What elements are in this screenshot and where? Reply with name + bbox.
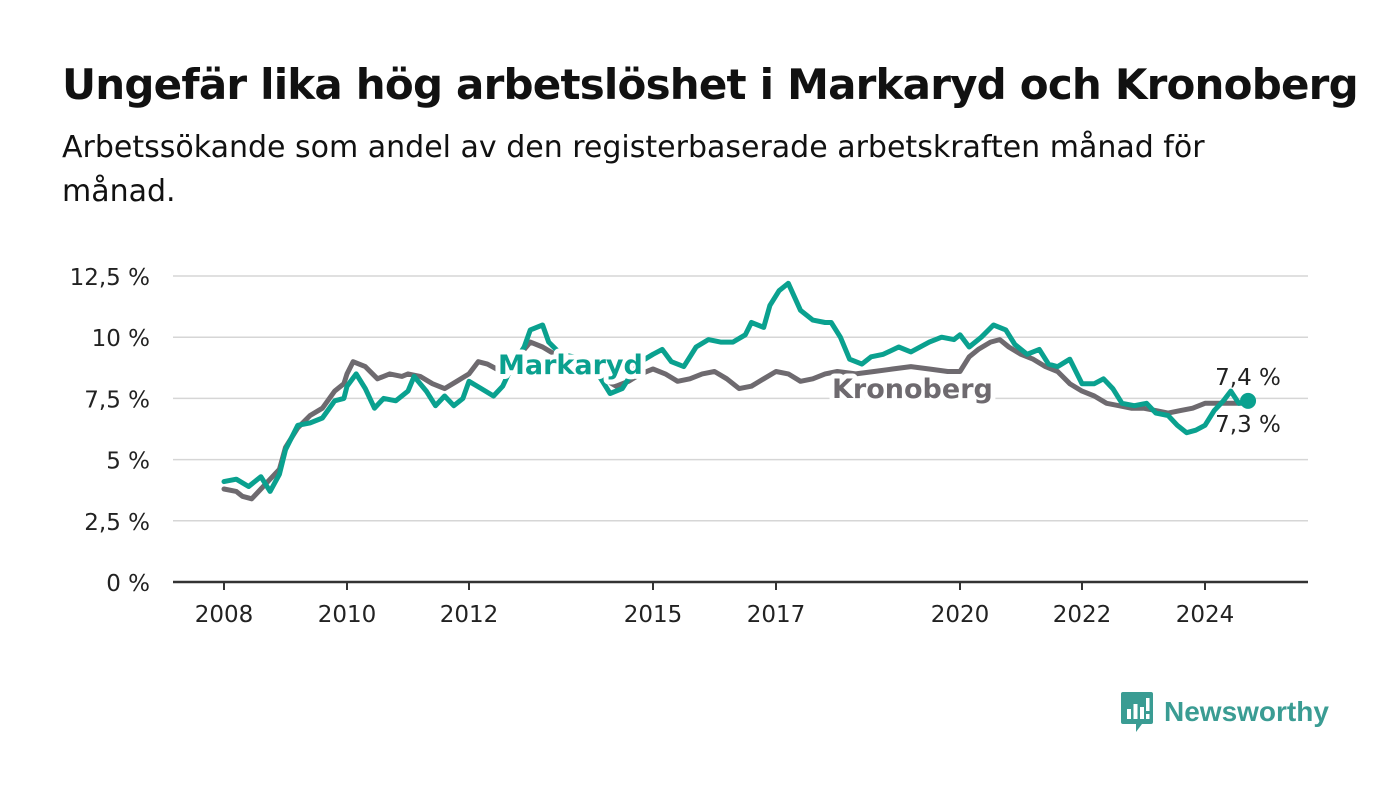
- y-tick-label: 0 %: [106, 571, 150, 597]
- series-label-markaryd-text: Markaryd: [498, 350, 643, 381]
- series-lines: [221, 280, 1257, 502]
- end-value-kronoberg: 7,3 %: [1215, 412, 1281, 438]
- y-tick-label: 10 %: [92, 326, 150, 352]
- brand-name: Newsworthy: [1164, 696, 1329, 727]
- end-point-markaryd: [1240, 392, 1257, 409]
- series-label-kronoberg-text: Kronoberg: [832, 374, 993, 405]
- y-axis-tick-labels: 0 % 2,5 % 5 % 7,5 % 10 % 12,5 %: [70, 265, 150, 597]
- x-tick-label: 2008: [195, 602, 254, 628]
- x-tick-label: 2015: [624, 602, 683, 628]
- y-tick-label: 7,5 %: [84, 387, 150, 413]
- x-tick-label: 2017: [747, 602, 806, 628]
- x-tick-label: 2022: [1053, 602, 1112, 628]
- series-label-kronoberg-halo: Kronoberg: [832, 374, 993, 405]
- x-tick-label: 2010: [318, 602, 377, 628]
- x-tick-label: 2024: [1176, 602, 1235, 628]
- y-tick-label: 2,5 %: [84, 510, 150, 536]
- series-line-kronoberg: [221, 337, 1251, 502]
- x-tick-label: 2020: [931, 602, 990, 628]
- series-label-markaryd-halo: Markaryd: [498, 350, 643, 381]
- newsworthy-brand: Newsworthy: [1120, 690, 1329, 734]
- end-value-markaryd: 7,4 %: [1215, 365, 1281, 391]
- newsworthy-logo-icon: [1121, 692, 1153, 732]
- x-tick-label: 2012: [440, 602, 499, 628]
- y-tick-label: 12,5 %: [70, 265, 150, 291]
- series-line-markaryd: [221, 280, 1251, 494]
- chart-title: Ungefär lika hög arbetslöshet i Markaryd…: [62, 60, 1359, 109]
- x-axis: 2008 2010 2012 2015 2017 2020 2022 2024: [173, 580, 1308, 628]
- y-tick-label: 5 %: [106, 449, 150, 475]
- chart-subtitle: Arbetssökande som andel av den registerb…: [62, 130, 1205, 209]
